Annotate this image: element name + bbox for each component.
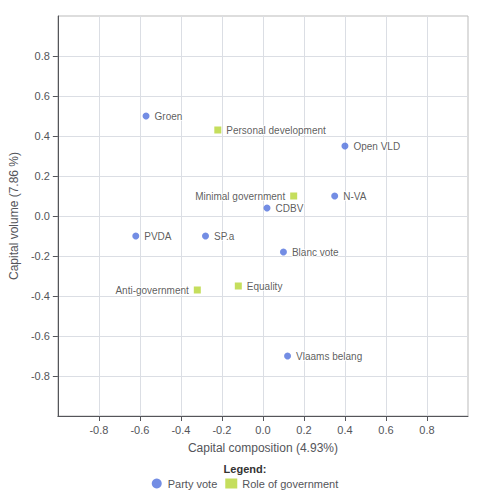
svg-text:0.6: 0.6 — [378, 424, 393, 436]
svg-text:PVDA: PVDA — [144, 231, 172, 242]
svg-text:0.0: 0.0 — [35, 210, 50, 222]
svg-text:SP.a: SP.a — [214, 231, 235, 242]
svg-text:-0.6: -0.6 — [31, 330, 50, 342]
svg-text:0.6: 0.6 — [35, 90, 50, 102]
svg-text:0.8: 0.8 — [419, 424, 434, 436]
svg-text:Minimal government: Minimal government — [195, 191, 285, 202]
svg-text:-0.6: -0.6 — [130, 424, 149, 436]
svg-text:Legend:: Legend: — [224, 463, 267, 475]
svg-text:0.8: 0.8 — [35, 50, 50, 62]
svg-text:Party vote: Party vote — [168, 478, 218, 490]
svg-text:Open VLD: Open VLD — [353, 141, 400, 152]
svg-text:0.2: 0.2 — [35, 170, 50, 182]
svg-text:-0.2: -0.2 — [212, 424, 231, 436]
svg-text:Anti-government: Anti-government — [115, 285, 189, 296]
svg-text:Groen: Groen — [155, 111, 183, 122]
svg-text:Role of government: Role of government — [242, 478, 338, 490]
svg-text:Vlaams belang: Vlaams belang — [296, 351, 362, 362]
svg-text:Equality: Equality — [247, 281, 283, 292]
svg-text:Capital composition (4.93%): Capital composition (4.93%) — [188, 441, 338, 455]
svg-text:0.0: 0.0 — [255, 424, 270, 436]
svg-text:0.4: 0.4 — [337, 424, 352, 436]
svg-text:-0.8: -0.8 — [31, 370, 50, 382]
svg-text:-0.8: -0.8 — [89, 424, 108, 436]
svg-text:Capital volume (7.86 %): Capital volume (7.86 %) — [7, 152, 21, 280]
svg-text:-0.4: -0.4 — [171, 424, 190, 436]
svg-text:CDBV: CDBV — [276, 203, 304, 214]
svg-text:-0.4: -0.4 — [31, 290, 50, 302]
svg-text:N-VA: N-VA — [343, 191, 366, 202]
svg-text:Blanc vote: Blanc vote — [292, 247, 339, 258]
svg-text:Personal development: Personal development — [226, 125, 326, 136]
svg-text:0.2: 0.2 — [296, 424, 311, 436]
svg-text:0.4: 0.4 — [35, 130, 50, 142]
svg-text:-0.2: -0.2 — [31, 250, 50, 262]
